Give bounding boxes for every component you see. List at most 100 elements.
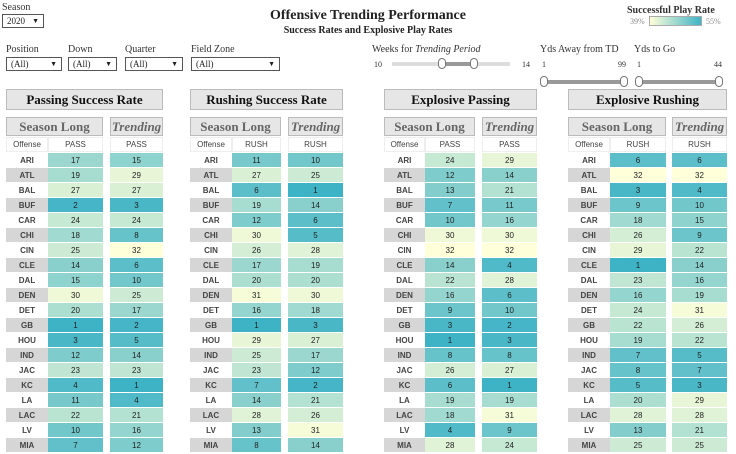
offense-cell: DET bbox=[6, 303, 48, 317]
season-rank-cell: 6 bbox=[232, 183, 281, 197]
yds-away-slider[interactable] bbox=[540, 76, 628, 87]
offense-cell: DET bbox=[568, 303, 610, 317]
season-rank-cell: 20 bbox=[232, 273, 281, 287]
trending-rank-cell: 6 bbox=[672, 153, 727, 167]
season-rank-cell: 1 bbox=[232, 318, 281, 332]
season-rank-cell: 3 bbox=[610, 183, 666, 197]
weeks-slider-range bbox=[442, 62, 475, 66]
season-rank-cell: 4 bbox=[425, 423, 475, 437]
trending-rank-cell: 2 bbox=[288, 378, 343, 392]
season-rank-cell: 19 bbox=[425, 393, 475, 407]
rushing-success-rate-title: Rushing Success Rate bbox=[190, 89, 343, 110]
weeks-slider-min-handle[interactable] bbox=[438, 58, 446, 69]
yds-to-go-min-handle[interactable] bbox=[635, 76, 643, 87]
offense-cell: DEN bbox=[384, 288, 425, 302]
season-column-header: RUSH bbox=[610, 137, 666, 152]
season-rank-cell: 30 bbox=[232, 228, 281, 242]
explosive-rushing-season-long-header: Season Long bbox=[568, 117, 666, 136]
offense-cell: ATL bbox=[6, 168, 48, 182]
trending-rank-cell: 15 bbox=[672, 213, 727, 227]
season-rank-cell: 18 bbox=[48, 228, 103, 242]
trending-rank-cell: 21 bbox=[672, 423, 727, 437]
season-rank-cell: 25 bbox=[48, 243, 103, 257]
offense-cell: JAC bbox=[568, 363, 610, 377]
offense-cell: CHI bbox=[190, 228, 232, 242]
season-dropdown[interactable]: 2020 ▼ bbox=[2, 14, 44, 28]
season-rank-cell: 28 bbox=[425, 438, 475, 452]
offense-cell: ATL bbox=[190, 168, 232, 182]
yds-to-go-max-handle[interactable] bbox=[715, 76, 723, 87]
offense-cell: ATL bbox=[384, 168, 425, 182]
explosive-rushing-title: Explosive Rushing bbox=[568, 89, 727, 110]
season-rank-cell: 10 bbox=[425, 213, 475, 227]
yds-away-min-handle[interactable] bbox=[540, 76, 548, 87]
field-zone-dropdown[interactable]: (All) ▼ bbox=[191, 57, 280, 71]
position-label: Position bbox=[6, 44, 39, 55]
trending-rank-cell: 10 bbox=[288, 153, 343, 167]
season-rank-cell: 20 bbox=[610, 393, 666, 407]
season-rank-cell: 26 bbox=[425, 363, 475, 377]
trending-rank-cell: 10 bbox=[110, 273, 163, 287]
season-rank-cell: 25 bbox=[232, 348, 281, 362]
trending-rank-cell: 4 bbox=[110, 393, 163, 407]
season-rank-cell: 23 bbox=[610, 273, 666, 287]
offense-cell: IND bbox=[190, 348, 232, 362]
offense-cell: CIN bbox=[568, 243, 610, 257]
trending-rank-cell: 24 bbox=[110, 213, 163, 227]
trending-rank-cell: 2 bbox=[110, 318, 163, 332]
yds-to-go-label: Yds to Go bbox=[634, 44, 676, 55]
offense-cell: CIN bbox=[384, 243, 425, 257]
rushing-success-rate-season-long-header: Season Long bbox=[190, 117, 281, 136]
chevron-down-icon: ▼ bbox=[105, 60, 112, 68]
trending-rank-cell: 5 bbox=[288, 228, 343, 242]
offense-cell: MIA bbox=[384, 438, 425, 452]
trending-rank-cell: 3 bbox=[288, 318, 343, 332]
offense-cell: CLE bbox=[6, 258, 48, 272]
chevron-down-icon: ▼ bbox=[50, 60, 57, 68]
yds-to-go-slider[interactable] bbox=[635, 76, 723, 87]
offense-cell: DET bbox=[190, 303, 232, 317]
offense-cell: CLE bbox=[190, 258, 232, 272]
trending-rank-cell: 2 bbox=[482, 318, 537, 332]
season-rank-cell: 11 bbox=[232, 153, 281, 167]
offense-column-header: Offense bbox=[384, 137, 425, 152]
season-rank-cell: 11 bbox=[48, 393, 103, 407]
offense-cell: DAL bbox=[384, 273, 425, 287]
season-rank-cell: 30 bbox=[425, 228, 475, 242]
position-dropdown[interactable]: (All) ▼ bbox=[6, 57, 62, 71]
season-rank-cell: 1 bbox=[48, 318, 103, 332]
quarter-dropdown[interactable]: (All) ▼ bbox=[125, 57, 183, 71]
season-rank-cell: 19 bbox=[48, 168, 103, 182]
yds-away-max-handle[interactable] bbox=[620, 76, 628, 87]
offense-cell: DET bbox=[384, 303, 425, 317]
season-rank-cell: 1 bbox=[610, 258, 666, 272]
position-value: (All) bbox=[11, 59, 29, 69]
rushing-success-rate-trending-header: Trending bbox=[288, 117, 343, 136]
offense-cell: CIN bbox=[6, 243, 48, 257]
offense-cell: CAR bbox=[6, 213, 48, 227]
season-column-header: PASS bbox=[48, 137, 103, 152]
trending-rank-cell: 24 bbox=[482, 438, 537, 452]
trending-rank-cell: 4 bbox=[482, 258, 537, 272]
season-rank-cell: 23 bbox=[232, 363, 281, 377]
weeks-slider[interactable] bbox=[392, 58, 510, 69]
season-rank-cell: 24 bbox=[48, 213, 103, 227]
trending-rank-cell: 22 bbox=[672, 333, 727, 347]
offense-cell: LA bbox=[190, 393, 232, 407]
season-rank-cell: 17 bbox=[232, 258, 281, 272]
dashboard-title: Offensive Trending Performance bbox=[270, 8, 466, 23]
trending-column-header: PASS bbox=[110, 137, 163, 152]
offense-cell: DAL bbox=[190, 273, 232, 287]
season-rank-cell: 27 bbox=[232, 168, 281, 182]
offense-cell: ARI bbox=[190, 153, 232, 167]
trending-rank-cell: 16 bbox=[672, 273, 727, 287]
season-rank-cell: 13 bbox=[232, 423, 281, 437]
season-column-header: RUSH bbox=[232, 137, 281, 152]
offense-cell: BUF bbox=[6, 198, 48, 212]
weeks-slider-max-handle[interactable] bbox=[470, 58, 478, 69]
down-dropdown[interactable]: (All) ▼ bbox=[68, 57, 117, 71]
offense-cell: CIN bbox=[190, 243, 232, 257]
trending-rank-cell: 30 bbox=[482, 228, 537, 242]
offense-cell: HOU bbox=[6, 333, 48, 347]
trending-rank-cell: 14 bbox=[288, 438, 343, 452]
